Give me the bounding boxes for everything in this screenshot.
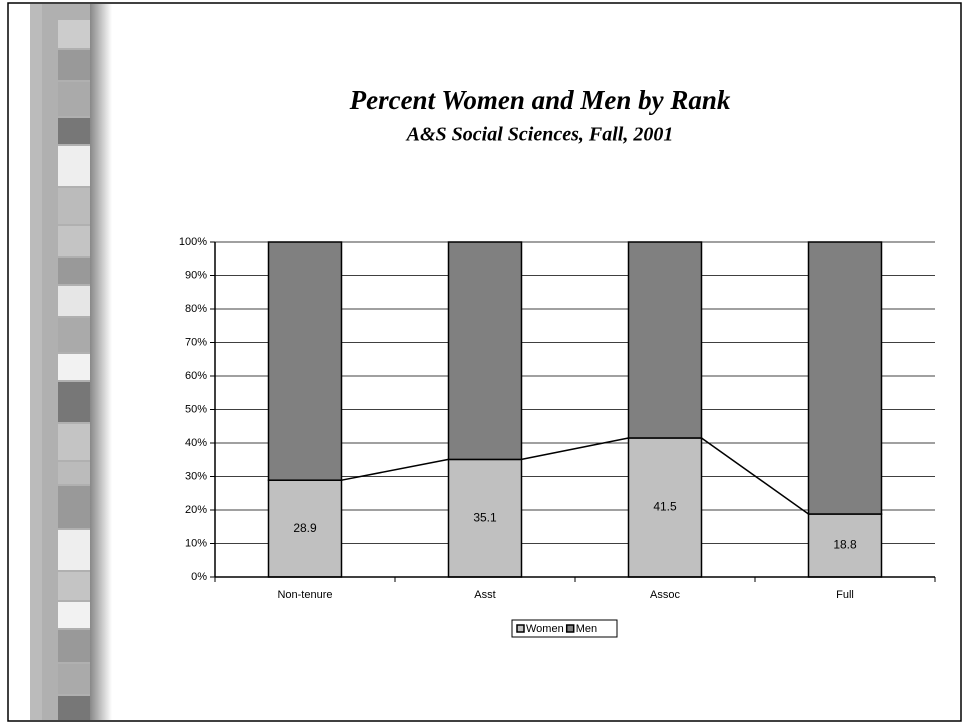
- x-tick-label: Non-tenure: [277, 589, 332, 601]
- chart-subtitle: A&S Social Sciences, Fall, 2001: [405, 124, 674, 146]
- decor-strip: [30, 4, 112, 720]
- y-tick-label: 30%: [185, 470, 207, 482]
- y-tick-label: 20%: [185, 504, 207, 516]
- legend-box: [511, 619, 618, 638]
- y-tick-label: 90%: [185, 269, 207, 281]
- chart-title: Percent Women and Men by Rank: [349, 85, 731, 115]
- y-tick-label: 10%: [185, 537, 207, 549]
- legend-swatch: [516, 624, 525, 633]
- y-tick-label: 100%: [179, 236, 207, 248]
- legend-label: Women: [526, 623, 564, 635]
- x-tick-label: Full: [836, 589, 854, 601]
- data-label: 28.9: [293, 521, 317, 535]
- bar-segment: [447, 241, 523, 461]
- series-line: [341, 458, 449, 481]
- bar-segment: [807, 241, 883, 515]
- series-line: [521, 437, 629, 461]
- legend-label: Men: [576, 623, 597, 635]
- y-tick-label: 40%: [185, 437, 207, 449]
- x-tick-label: Asst: [474, 589, 495, 601]
- bar-segment: [627, 241, 703, 439]
- series-line: [701, 437, 809, 515]
- bar-segment: [267, 241, 343, 481]
- y-tick-label: 50%: [185, 403, 207, 415]
- data-label: 41.5: [653, 500, 677, 514]
- legend-swatch: [565, 624, 575, 633]
- bar-segment: [447, 458, 523, 578]
- data-label: 35.1: [473, 510, 497, 524]
- y-tick-label: 70%: [185, 336, 207, 348]
- data-label: 18.8: [833, 538, 857, 552]
- x-tick-label: Assoc: [650, 589, 680, 601]
- y-tick-label: 0%: [191, 571, 207, 583]
- y-tick-label: 80%: [185, 303, 207, 315]
- bar-segment: [267, 479, 343, 578]
- bar-segment: [807, 513, 883, 578]
- y-tick-label: 60%: [185, 370, 207, 382]
